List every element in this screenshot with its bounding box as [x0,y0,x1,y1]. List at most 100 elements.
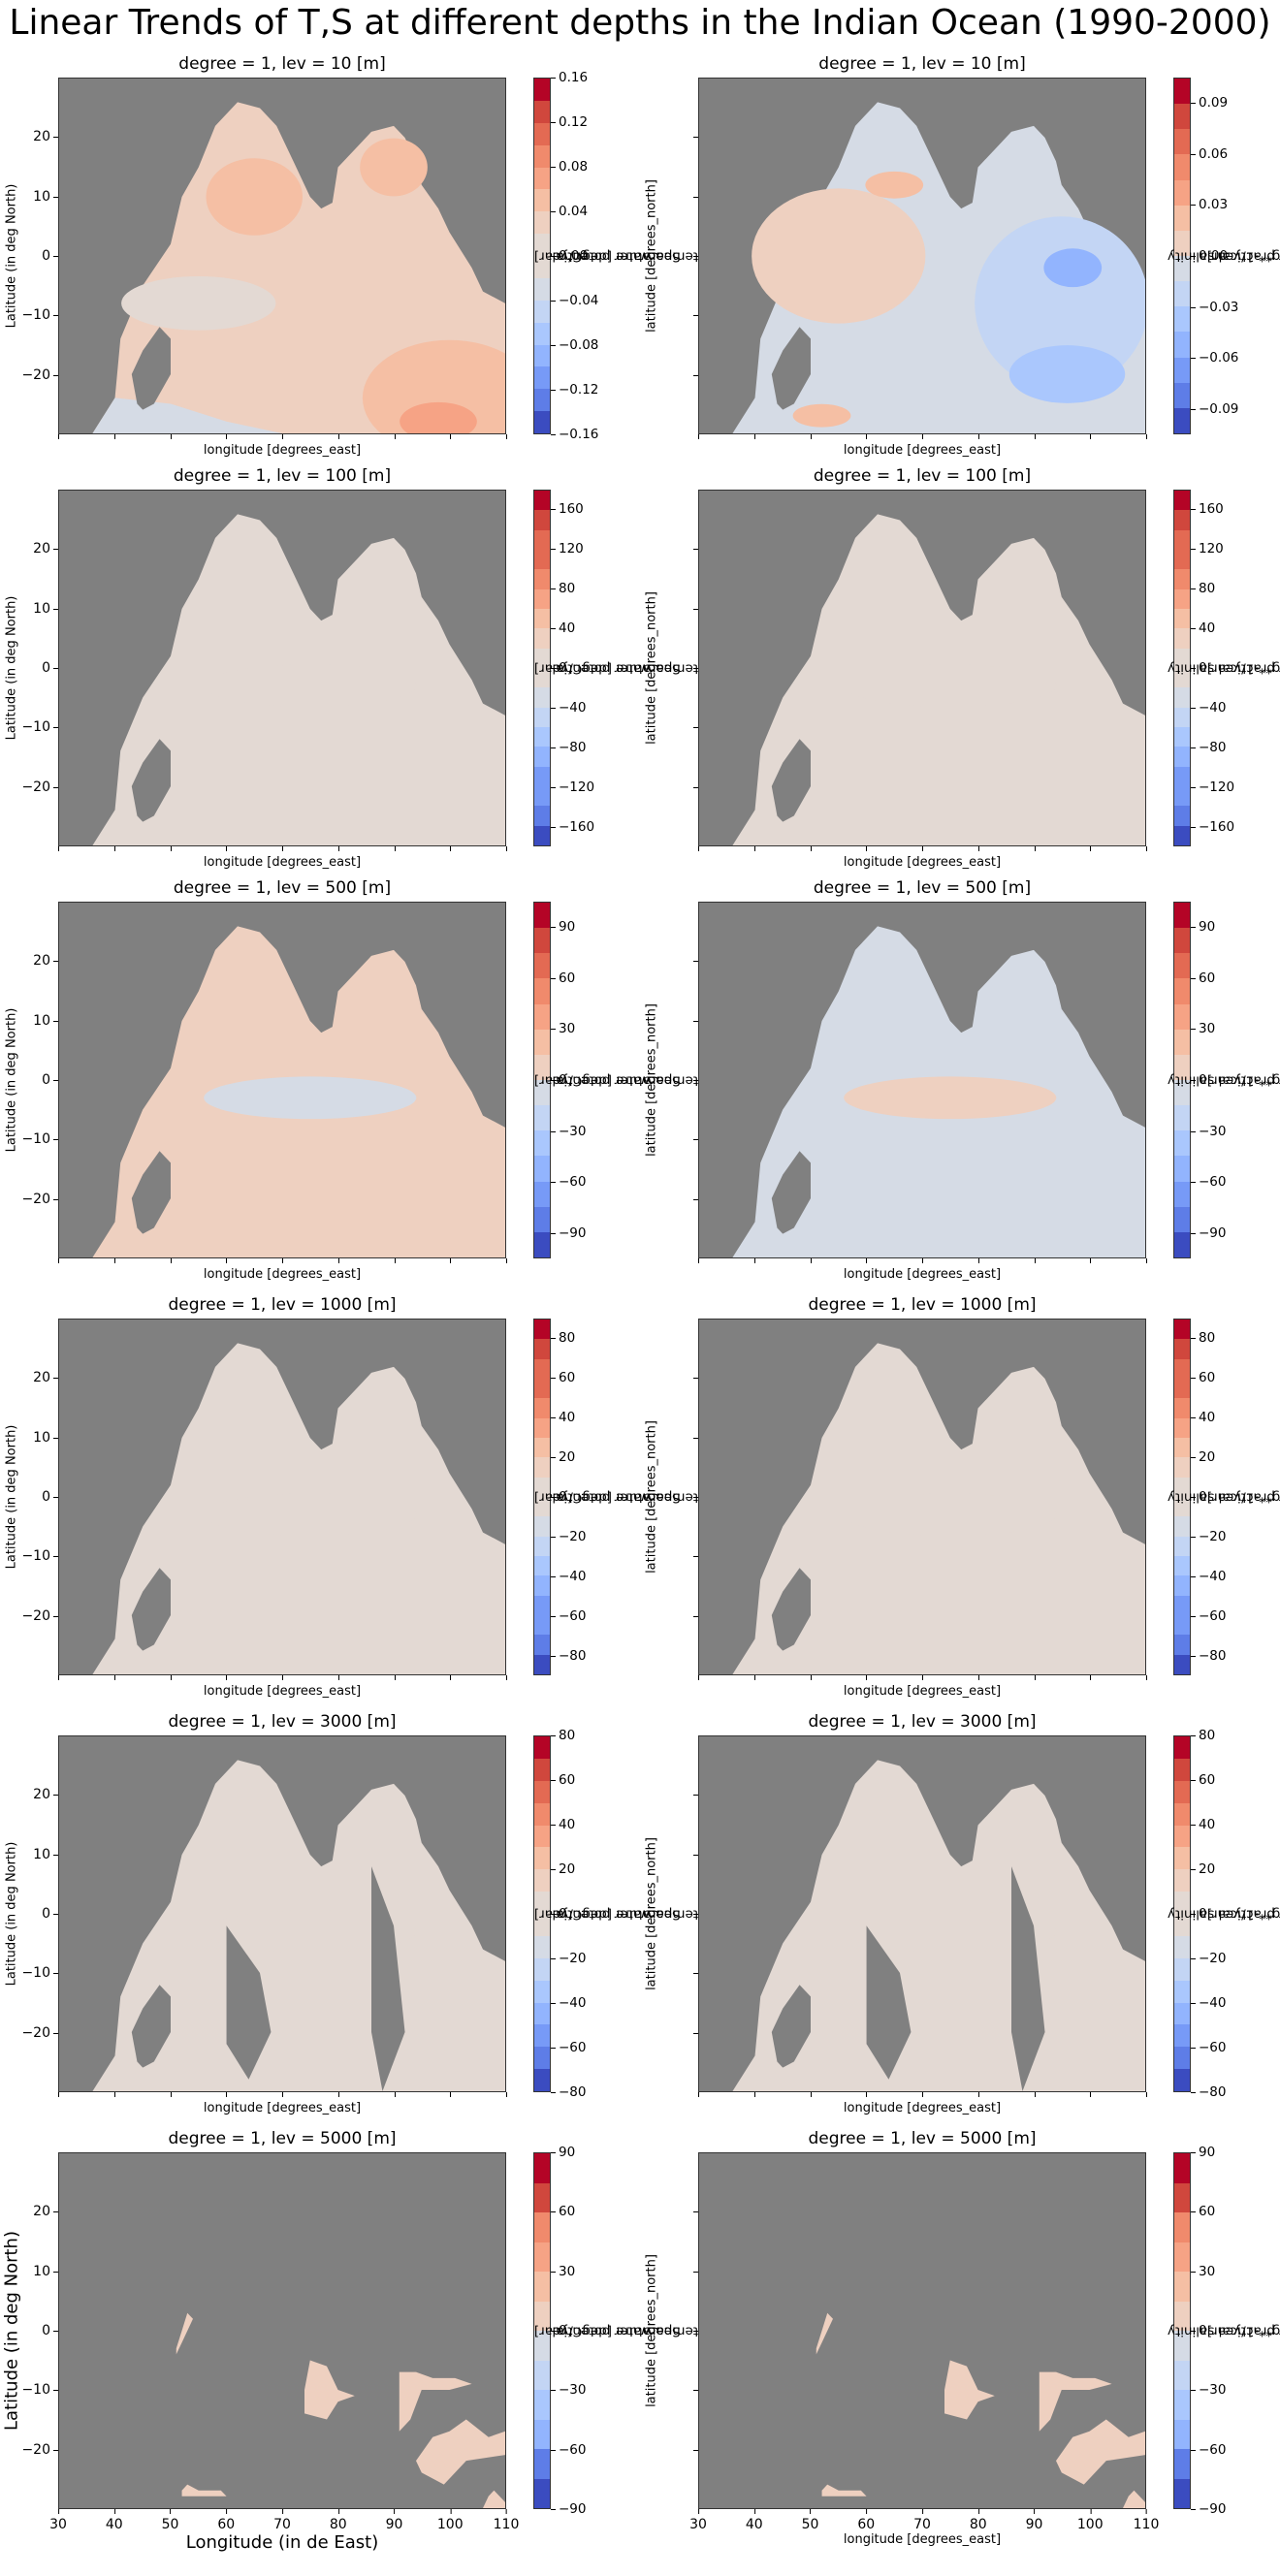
colorbar-ticks: 0.16 0.12 0.08 0.04 0.00 −0.04 −0.08 −0.12 −0.16 [551,70,598,442]
y-tick-label: 10 [33,601,58,617]
colorbar-tick-label: 20 [1191,1861,1215,1877]
map-plot-area [698,1319,1146,1675]
x-tick [282,434,283,439]
colorbar-tick-label: 0.16 [551,70,588,85]
y-axis-ticks: 20 10 0 −10 −20 [21,490,58,846]
panel-salinity-lev-100: degree = 1, lev = 100 [m] latitude [degr… [640,465,1280,882]
x-tick [337,434,339,439]
y-axis-ticks [663,1735,698,2092]
x-axis-label: Longitude (in de East) [185,2532,379,2553]
colorbar-tick-label: −0.06 [1191,350,1238,366]
x-tick [753,434,755,439]
map-plot-area [698,490,1146,846]
x-tick [1090,846,1092,851]
y-tick [693,1795,698,1797]
colorbar-tick-label: 80 [551,1728,575,1743]
x-tick-label: 110 [1134,2509,1159,2532]
x-tick [866,2092,868,2097]
x-tick [922,434,923,439]
x-tick [58,1258,59,1263]
ocean-contour-map [732,514,1145,845]
y-tick [693,1020,698,1022]
colorbar-tick-label: −0.16 [551,427,598,442]
y-axis-ticks [663,490,698,846]
y-tick-label: 0 [42,248,58,264]
colorbar-tick-label: 40 [551,1817,575,1832]
y-axis-ticks: 20 10 0 −10 −20 [21,2152,58,2509]
x-tick [977,846,979,851]
x-tick [506,2092,507,2097]
ocean-contour-map [732,1760,1145,2091]
panel-temperature-lev-1000: degree = 1, lev = 1000 [m] Latitude (in … [0,1294,698,1711]
y-tick [693,196,698,198]
panel-temperature-lev-100: degree = 1, lev = 100 [m] Latitude (in d… [0,465,698,882]
x-tick [170,434,172,439]
subplot-title: degree = 1, lev = 5000 [m] [168,2129,397,2148]
x-tick-label: 30 [689,2509,707,2532]
x-tick [394,2092,396,2097]
x-tick-label: 90 [386,2509,402,2532]
ocean-contour-map [92,1760,505,2091]
ocean-contour-map [732,102,1145,433]
y-axis-label: Latitude (in deg North) [4,595,19,741]
colorbar [1173,78,1191,434]
x-tick [170,846,172,851]
colorbar-tick-label: 60 [551,1772,575,1788]
colorbar-tick-label: −80 [1191,1648,1227,1664]
colorbar-label: Sea water practical salinity[g kg**-1/ye… [1167,248,1280,265]
map-plot-area [58,2152,506,2509]
x-tick [753,1258,755,1263]
colorbar-tick-label: −60 [1191,2040,1227,2055]
y-tick [693,961,698,963]
x-tick [866,1675,868,1680]
colorbar [533,1319,551,1675]
y-tick-label: 0 [42,1489,58,1505]
colorbar-tick-label: −60 [551,2040,587,2055]
x-tick [337,846,339,851]
map-plot-area [58,1735,506,2092]
x-axis-ticks [698,434,1147,458]
colorbar-tick-label: 0.06 [1191,146,1228,162]
y-tick [693,315,698,317]
y-tick [693,374,698,376]
x-tick [977,434,979,439]
x-tick [394,846,396,851]
colorbar-tick-label: 20 [1191,1449,1215,1465]
colorbar-tick-label: 0 [1191,1072,1207,1088]
panel-salinity-lev-5000: degree = 1, lev = 5000 [m] latitude [deg… [640,2128,1280,2547]
panel-salinity-lev-1000: degree = 1, lev = 1000 [m] latitude [deg… [640,1294,1280,1711]
panel-temperature-lev-3000: degree = 1, lev = 3000 [m] Latitude (in … [0,1711,698,2128]
colorbar-tick-label: 80 [1191,1728,1215,1743]
x-tick [698,434,699,439]
colorbar-tick-label: −120 [551,779,594,795]
x-tick [1090,1675,1092,1680]
ocean-contour-map [92,1343,505,1674]
x-tick [226,1258,228,1263]
colorbar-tick-label: −0.04 [551,293,598,308]
x-tick [977,1258,979,1263]
colorbar-tick-label: 0 [551,1489,567,1505]
y-tick [693,549,698,551]
colorbar-label: Sea water practical salinity[g kg**-1/ye… [1167,660,1280,677]
x-tick [113,434,115,439]
ocean-contour-map [732,1343,1145,1674]
x-tick-label: 100 [437,2509,464,2532]
x-tick [1146,1258,1147,1263]
y-tick [693,1914,698,1915]
x-tick [113,1258,115,1263]
y-axis-label: Latitude (in deg North) [4,183,19,329]
x-tick [922,846,923,851]
colorbar-tick-label: −30 [1191,1124,1227,1139]
subplot-title: degree = 1, lev = 10 [m] [818,54,1026,74]
x-axis-label: longitude [degrees_east] [843,443,1002,458]
colorbar-tick-label: −90 [551,2501,587,2517]
y-axis-ticks: 20 10 0 −10 −20 [21,902,58,1258]
x-tick [1034,1675,1036,1680]
y-axis-ticks [663,78,698,434]
x-tick [113,1675,115,1680]
x-tick [698,1675,699,1680]
colorbar-tick-label: −60 [551,1174,587,1190]
y-tick-label: −20 [21,1608,58,1624]
x-tick [866,1258,868,1263]
colorbar-ticks: 80 60 40 20 0 −20 −40 −60 −80 [1191,1319,1230,1675]
